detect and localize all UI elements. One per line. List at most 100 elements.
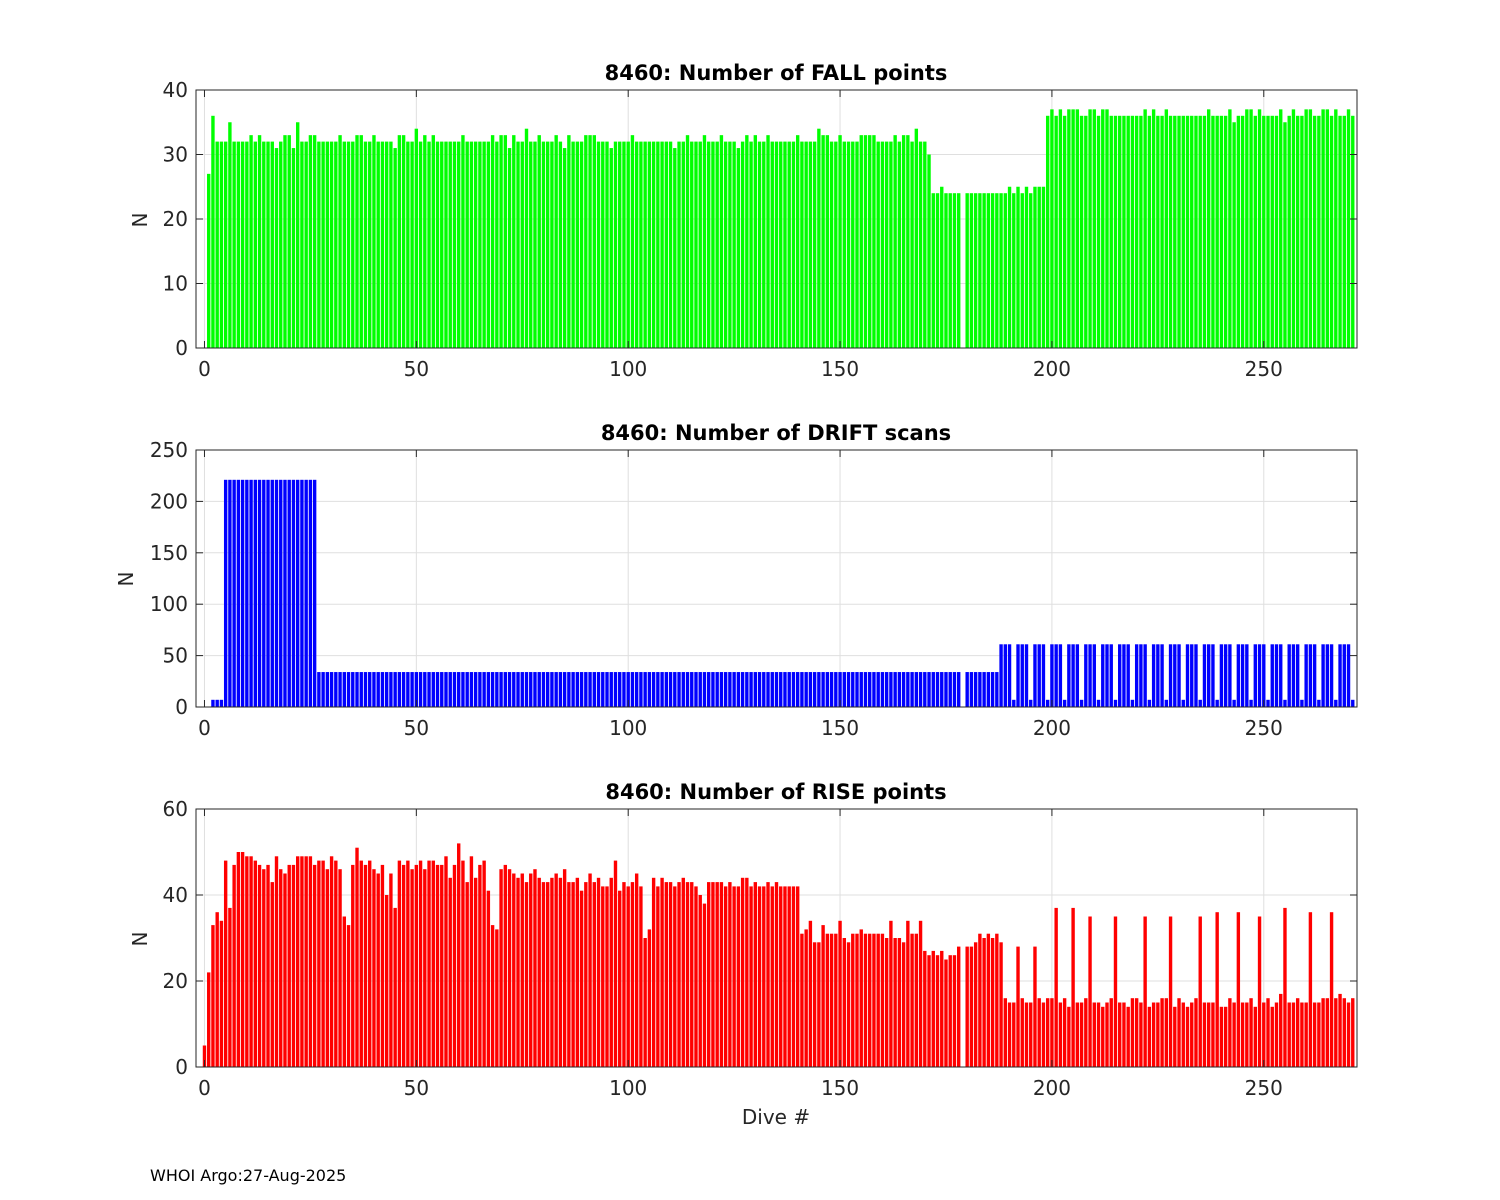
bar: [1228, 998, 1232, 1067]
bar: [533, 672, 537, 707]
bar: [1329, 912, 1334, 1067]
bar: [516, 672, 520, 707]
bar: [804, 929, 808, 1067]
bar: [1118, 115, 1122, 348]
bar: [1300, 1002, 1304, 1067]
bar: [1029, 193, 1033, 348]
x-tick-label: 150: [821, 716, 859, 740]
bar: [452, 672, 457, 707]
bar: [1236, 115, 1241, 348]
bar: [1122, 115, 1126, 348]
bar: [363, 864, 368, 1067]
bar: [529, 873, 533, 1067]
bar: [440, 864, 444, 1067]
bar: [893, 672, 897, 707]
bar: [368, 141, 372, 348]
bar: [249, 856, 253, 1067]
bar: [444, 141, 448, 348]
bar: [770, 886, 774, 1067]
bar: [588, 135, 592, 348]
bar: [664, 672, 669, 707]
bar: [1283, 122, 1287, 348]
bar: [1173, 644, 1177, 707]
bar: [1291, 1002, 1296, 1067]
bar: [944, 672, 948, 707]
bar: [317, 860, 321, 1067]
bar: [1342, 115, 1346, 348]
bar: [618, 890, 622, 1067]
y-tick-label: 20: [163, 207, 188, 231]
bar: [524, 128, 529, 348]
bar: [910, 933, 914, 1067]
bar: [1240, 644, 1245, 707]
bar: [1346, 109, 1351, 348]
bar: [613, 672, 618, 707]
bar: [1249, 998, 1253, 1067]
bar: [592, 672, 596, 707]
bar: [334, 672, 338, 707]
bar: [872, 933, 876, 1067]
bar: [651, 877, 656, 1067]
bar: [520, 873, 524, 1067]
bar: [910, 141, 914, 348]
bar: [1109, 644, 1113, 707]
bar: [677, 882, 681, 1067]
bar: [940, 950, 944, 1067]
bar: [1295, 115, 1300, 348]
bar: [1338, 993, 1342, 1067]
bar: [1240, 115, 1245, 348]
bar: [711, 141, 715, 348]
bar: [863, 672, 868, 707]
bar: [673, 148, 677, 348]
bar: [448, 141, 452, 348]
bar: [1143, 916, 1147, 1067]
bar: [1308, 912, 1313, 1067]
bar: [240, 852, 245, 1067]
bar: [1151, 644, 1156, 707]
bar: [626, 886, 630, 1067]
bar: [1274, 115, 1279, 348]
bar: [329, 672, 334, 707]
bar: [1058, 644, 1063, 707]
bar: [452, 864, 457, 1067]
bar: [957, 193, 961, 348]
bar: [1185, 644, 1190, 707]
bar: [257, 135, 262, 348]
bar: [1084, 115, 1088, 348]
bar: [219, 699, 224, 707]
bar: [1279, 109, 1283, 348]
bar: [266, 141, 270, 348]
bar: [541, 672, 546, 707]
bar: [851, 141, 855, 348]
bar: [223, 141, 228, 348]
bar: [618, 672, 622, 707]
x-tick-label: 100: [609, 1076, 647, 1100]
footer-credit: WHOI Argo:27-Aug-2025: [150, 1166, 347, 1185]
bar: [1211, 644, 1215, 707]
bar: [1151, 1002, 1156, 1067]
bar: [656, 141, 660, 348]
y-tick-label: 250: [150, 438, 188, 462]
bar: [1181, 1002, 1185, 1067]
bar: [1054, 907, 1058, 1067]
y-tick-label: 40: [163, 78, 188, 102]
bar: [1190, 644, 1194, 707]
bar: [817, 672, 821, 707]
bar: [558, 672, 563, 707]
bar: [842, 141, 846, 348]
bar: [711, 882, 715, 1067]
bar: [465, 672, 469, 707]
bar: [592, 135, 596, 348]
bar: [1024, 644, 1029, 707]
bar: [1249, 109, 1253, 348]
bar: [300, 856, 304, 1067]
bar: [1177, 115, 1181, 348]
bar: [215, 912, 219, 1067]
bar: [762, 672, 766, 707]
bar: [1325, 109, 1330, 348]
x-tick-label: 50: [404, 716, 429, 740]
bar: [965, 193, 969, 348]
bar: [931, 193, 935, 348]
bar: [825, 933, 830, 1067]
